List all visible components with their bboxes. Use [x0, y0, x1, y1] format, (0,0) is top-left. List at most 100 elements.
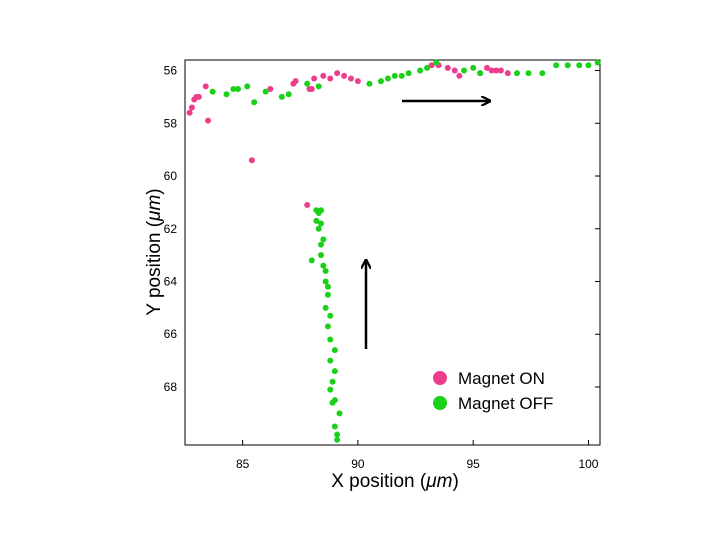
point-magnet-off [576, 62, 583, 69]
point-magnet-off [327, 357, 334, 364]
point-magnet-off [324, 291, 331, 298]
point-magnet-off [539, 70, 546, 77]
point-magnet-off [336, 410, 343, 417]
y-axis-title: Y position (μm) [144, 188, 165, 315]
point-magnet-on [188, 104, 195, 111]
point-magnet-on [444, 64, 451, 71]
point-magnet-off [324, 323, 331, 330]
point-magnet-on [205, 117, 212, 124]
point-magnet-on [456, 72, 463, 79]
point-magnet-off [514, 70, 520, 77]
point-magnet-on [484, 64, 491, 71]
point-magnet-off [477, 70, 484, 77]
point-magnet-on [195, 93, 202, 100]
point-magnet-off [322, 267, 329, 274]
point-magnet-off [318, 241, 325, 248]
point-magnet-off [424, 64, 431, 71]
point-magnet-on [354, 78, 361, 85]
point-magnet-off [470, 64, 477, 71]
y-tick-label: 68 [164, 380, 178, 394]
point-magnet-off [322, 304, 329, 311]
axis-tick-labels: 85 90 95 100 56 58 60 62 64 66 68 [164, 64, 599, 471]
point-magnet-off [327, 386, 334, 393]
point-magnet-off [313, 217, 320, 224]
y-tick-label: 62 [164, 222, 178, 236]
y-tick-label: 56 [164, 64, 178, 78]
point-magnet-off [318, 252, 325, 259]
point-magnet-off [285, 91, 292, 98]
point-magnet-off [230, 86, 237, 93]
point-magnet-off [320, 236, 327, 243]
point-magnet-off [391, 72, 398, 79]
point-magnet-off [315, 83, 322, 90]
point-magnet-off [331, 347, 338, 354]
point-magnet-off [223, 91, 230, 98]
x-tick-label: 90 [351, 457, 365, 471]
x-tick-label: 95 [467, 457, 481, 471]
point-magnet-off [585, 62, 592, 69]
point-magnet-off [209, 88, 216, 95]
point-magnet-off [594, 59, 601, 66]
point-magnet-off [331, 368, 338, 375]
point-magnet-off [553, 62, 560, 69]
point-magnet-on [320, 72, 327, 79]
legend-label-magnet-on: Magnet ON [458, 369, 545, 388]
point-magnet-on [451, 67, 458, 74]
point-magnet-off [329, 399, 336, 406]
point-magnet-off [278, 93, 285, 100]
point-magnet-off [417, 67, 424, 74]
x-tick-label: 85 [236, 457, 250, 471]
point-magnet-off [366, 80, 373, 87]
point-magnet-off [320, 262, 327, 269]
point-magnet-off [329, 378, 336, 385]
point-magnet-on [304, 202, 311, 209]
point-magnet-off [304, 80, 311, 87]
point-magnet-off [322, 278, 329, 285]
point-magnet-off [262, 88, 269, 95]
axis-ticks [242, 70, 600, 445]
point-magnet-off [564, 62, 571, 69]
point-magnet-on [308, 86, 315, 93]
point-magnet-on [348, 75, 354, 82]
legend-marker-magnet-on [433, 371, 447, 385]
point-magnet-off [398, 72, 405, 79]
point-magnet-off [235, 86, 242, 93]
point-magnet-on [497, 67, 504, 74]
point-magnet-off [334, 436, 341, 443]
point-magnet-off [327, 336, 334, 343]
point-magnet-off [433, 59, 440, 66]
point-magnet-off [318, 220, 325, 227]
point-magnet-on [327, 75, 334, 82]
point-magnet-on [334, 70, 341, 77]
point-magnet-on [267, 86, 274, 93]
point-magnet-on [428, 62, 435, 69]
y-tick-label: 66 [164, 327, 178, 341]
x-axis-title: X position (μm) [331, 471, 459, 492]
point-magnet-on [292, 78, 299, 85]
point-magnet-off [327, 312, 334, 319]
point-magnet-on [186, 109, 193, 116]
point-magnet-off [244, 83, 251, 90]
y-tick-label: 64 [164, 275, 178, 289]
x-tick-label: 100 [578, 457, 598, 471]
point-magnet-on [493, 67, 500, 74]
point-magnet-on [341, 72, 348, 79]
point-magnet-off [405, 70, 412, 77]
point-magnet-off [460, 67, 467, 74]
legend-label-magnet-off: Magnet OFF [458, 394, 553, 413]
data-points [186, 59, 601, 443]
point-magnet-off [324, 283, 331, 290]
y-tick-label: 58 [164, 116, 178, 130]
point-magnet-off [525, 70, 532, 77]
point-magnet-off [384, 75, 391, 82]
y-tick-label: 60 [164, 169, 178, 183]
point-magnet-off [334, 431, 341, 438]
point-magnet-off [308, 257, 315, 264]
legend: Magnet ON Magnet OFF [433, 369, 553, 413]
legend-marker-magnet-off [433, 396, 447, 410]
plot-frame [184, 59, 601, 446]
point-magnet-off [315, 209, 322, 216]
point-magnet-on [248, 157, 255, 164]
point-magnet-on [488, 67, 495, 74]
